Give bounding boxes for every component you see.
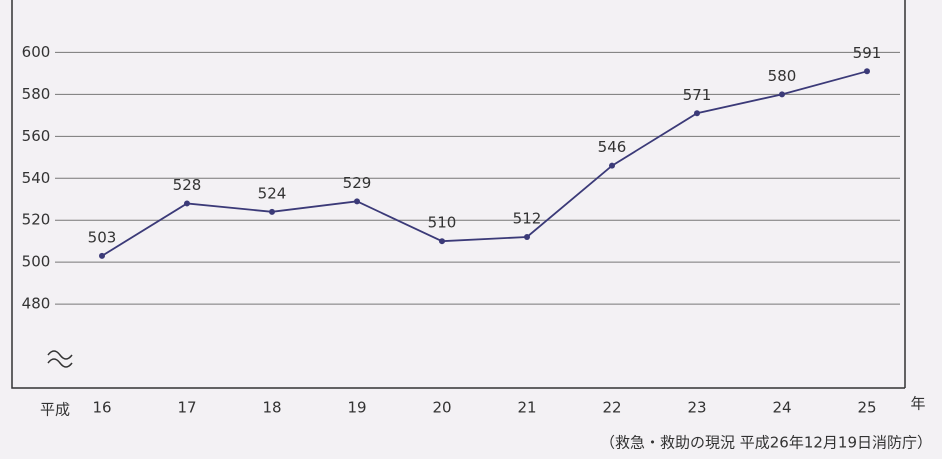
- x-tick-label: 19: [347, 399, 366, 417]
- line: [101, 70, 868, 257]
- data-label: 591: [853, 44, 882, 62]
- x-tick-label: 24: [772, 399, 791, 417]
- data-label: 512: [513, 209, 542, 227]
- x-tick-label: 22: [602, 399, 621, 417]
- y-tick-label: 580: [22, 85, 51, 103]
- point: [269, 208, 275, 215]
- x-tick-label: 23: [687, 399, 706, 417]
- x-tick-label: 16: [92, 399, 111, 417]
- x-tick-label: 21: [517, 399, 536, 417]
- x-tick-label: 18: [262, 399, 281, 417]
- y-tick-label: 540: [22, 169, 51, 187]
- data-label: 529: [343, 174, 372, 192]
- y-tick-label: 520: [22, 211, 51, 229]
- axes: [11, 0, 905, 389]
- point: [779, 91, 785, 98]
- point: [354, 198, 360, 205]
- x-tick-label: 25: [857, 399, 876, 417]
- y-tick-label: 560: [22, 127, 51, 145]
- data-label: 524: [258, 184, 287, 202]
- y-tick-label: 480: [22, 295, 51, 313]
- axis-break: [47, 350, 73, 368]
- x-tick-label: 20: [432, 399, 451, 417]
- data-label: 510: [428, 214, 457, 232]
- point: [184, 200, 190, 207]
- source-note: （救急・救助の現況 平成26年12月19日消防庁）: [600, 434, 932, 452]
- x-suffix: 年: [910, 395, 925, 413]
- data-label: 580: [768, 67, 797, 85]
- point: [99, 252, 105, 259]
- point: [439, 238, 445, 245]
- point: [694, 110, 700, 117]
- point: [524, 233, 530, 240]
- data-label: 528: [173, 176, 202, 194]
- data-label: 503: [88, 228, 117, 246]
- x-tick-label: 17: [177, 399, 196, 417]
- y-tick-label: 600: [22, 43, 51, 61]
- data-label: 546: [598, 138, 627, 156]
- x-prefix: 平成: [40, 401, 70, 419]
- y-tick-label: 500: [22, 253, 51, 271]
- point: [864, 68, 870, 75]
- data-label: 571: [683, 86, 712, 104]
- point: [609, 162, 615, 169]
